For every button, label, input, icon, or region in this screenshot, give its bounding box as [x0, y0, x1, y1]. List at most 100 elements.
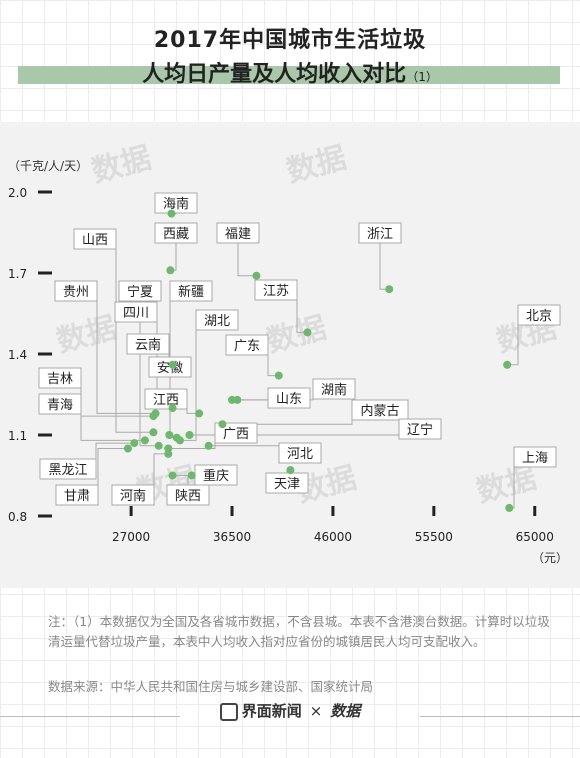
data-label-box — [312, 378, 356, 400]
data-label: 山东 — [276, 392, 302, 407]
data-label: 重庆 — [203, 468, 229, 484]
data-point — [185, 431, 194, 439]
data-label: 辽宁 — [407, 422, 433, 438]
footer-divider-left — [0, 716, 180, 717]
data-label-box — [195, 309, 239, 331]
data-point — [165, 431, 174, 439]
footer-brands: 界面新闻 × 数据 — [0, 700, 580, 721]
data-point — [164, 449, 173, 458]
data-point — [167, 209, 176, 218]
data-point — [303, 328, 312, 337]
x-tick-label: 55500 — [415, 530, 453, 544]
x-tick-label: 36500 — [213, 530, 251, 544]
x-tick-label: 27000 — [112, 530, 150, 544]
data-label: 青海 — [47, 398, 73, 413]
data-label-box — [517, 304, 561, 326]
data-label: 新疆 — [178, 284, 204, 300]
leader-line — [379, 243, 390, 290]
leader-line — [237, 398, 269, 401]
data-label: 河北 — [287, 447, 313, 462]
data-label: 天津 — [274, 477, 300, 492]
brand-dataworks: 数据 — [330, 702, 361, 720]
brand-jiemian: 界面新闻 — [241, 702, 302, 720]
data-label-box — [254, 279, 298, 301]
leader-line — [80, 404, 154, 417]
y-tick-label: 1.1 — [8, 429, 27, 443]
data-point — [505, 503, 514, 512]
data-label-box — [398, 418, 442, 440]
y-tick-label: 2.0 — [8, 186, 27, 200]
data-source: 数据来源：中华人民共和国住房与城乡建设部、国家统计局 — [48, 679, 374, 694]
data-label-box — [38, 367, 82, 389]
x-tick-label: 65000 — [516, 530, 554, 544]
data-point — [149, 428, 158, 437]
data-label-box — [118, 280, 162, 302]
leader-line — [208, 445, 280, 453]
data-label-box — [54, 280, 98, 302]
y-tick-label: 1.7 — [8, 267, 27, 281]
x-tick-label: 46000 — [314, 530, 352, 544]
data-point — [204, 441, 213, 450]
data-label-box — [513, 446, 557, 468]
data-point — [168, 404, 177, 412]
leader-line — [96, 291, 156, 414]
footer-divider-right — [420, 716, 580, 717]
footnote: 注：（1）本数据仅为全国及各省城市数据，不含县城。本表不含港澳台数据。计算时以垃… — [48, 614, 550, 649]
data-label-box — [126, 333, 170, 355]
data-point — [218, 420, 227, 429]
data-label-box — [214, 422, 258, 444]
subtitle-text: 人均日产量及人均收入对比 — [142, 62, 407, 87]
y-tick-label: 0.8 — [8, 510, 27, 524]
data-label-box — [278, 442, 322, 464]
data-point — [140, 436, 149, 445]
data-label: 山西 — [82, 233, 108, 248]
data-label: 吉林 — [47, 372, 73, 387]
data-label-box — [265, 472, 309, 494]
data-label: 湖北 — [204, 314, 230, 329]
data-label-box — [154, 222, 198, 244]
data-label-box — [73, 228, 117, 250]
x-axis-label: （元） — [532, 551, 568, 565]
data-label: 四川 — [123, 306, 149, 321]
data-label: 湖南 — [321, 382, 347, 398]
data-label: 甘肃 — [64, 489, 90, 504]
data-label-box — [267, 387, 311, 409]
data-point — [154, 441, 163, 450]
data-label: 河南 — [120, 488, 146, 504]
data-point — [503, 360, 512, 369]
data-label: 浙江 — [367, 227, 393, 242]
data-label: 贵州 — [63, 285, 89, 300]
scatter-chart: 数据数据数据数据数据数据数据数据（千克/人/天）（元）0.81.11.41.72… — [8, 140, 568, 565]
watermark: 数据 — [53, 310, 120, 359]
leader-line — [80, 378, 145, 441]
data-label: 广西 — [223, 427, 249, 442]
data-point — [286, 466, 295, 475]
data-label-box — [216, 222, 260, 244]
data-label: 陕西 — [175, 489, 201, 504]
title-highlight-band — [18, 66, 560, 84]
data-label-box — [166, 484, 210, 506]
data-point — [168, 471, 177, 480]
leader-line — [153, 453, 169, 495]
data-point — [274, 371, 283, 380]
data-point — [130, 439, 139, 448]
title-block: 2017年中国城市生活垃圾 — [0, 22, 580, 54]
data-point — [172, 433, 181, 442]
data-point — [252, 271, 261, 280]
leader-line — [170, 243, 177, 271]
subtitle-suffix: （1） — [406, 70, 438, 84]
data-label-box — [351, 399, 409, 421]
data-point — [149, 412, 158, 421]
leader-line — [179, 320, 197, 441]
brand-separator: × — [309, 702, 323, 720]
y-tick-label: 1.4 — [8, 348, 27, 362]
data-label-box — [38, 393, 82, 415]
watermark: 数据 — [88, 140, 155, 189]
data-label: 宁夏 — [127, 284, 153, 300]
data-label-box — [358, 222, 402, 244]
data-label: 北京 — [526, 309, 552, 324]
data-point — [195, 409, 204, 418]
data-point — [385, 285, 394, 294]
chart-subtitle: 人均日产量及人均收入对比（1） — [0, 56, 580, 88]
data-point — [166, 266, 175, 275]
